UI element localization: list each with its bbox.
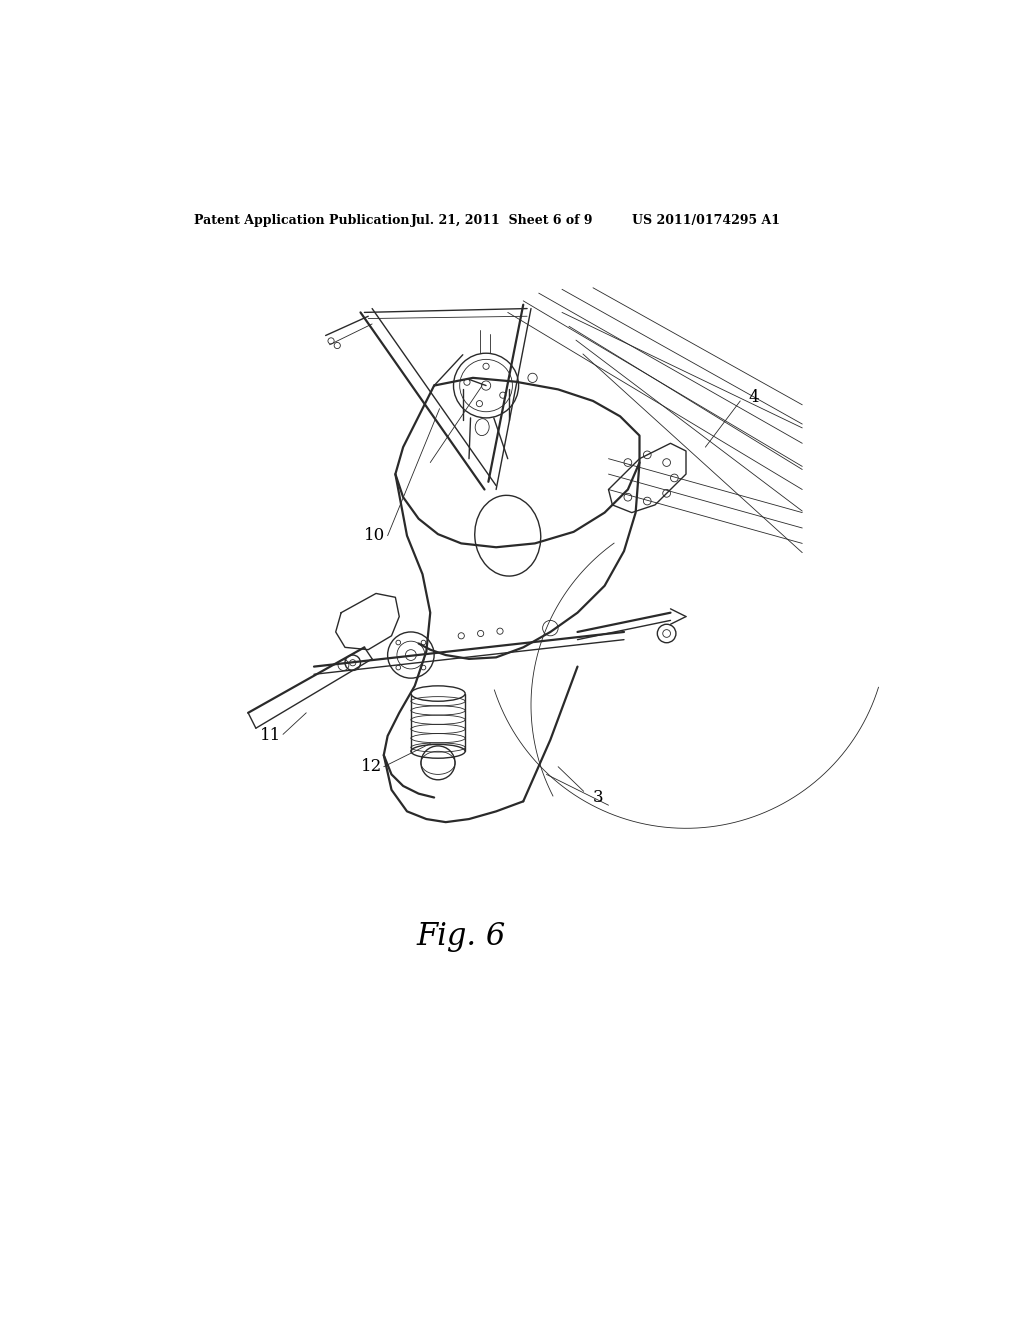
Text: 10: 10 bbox=[365, 527, 386, 544]
Text: Patent Application Publication: Patent Application Publication bbox=[194, 214, 410, 227]
Text: Jul. 21, 2011  Sheet 6 of 9: Jul. 21, 2011 Sheet 6 of 9 bbox=[411, 214, 593, 227]
Text: 11: 11 bbox=[260, 727, 281, 744]
Text: 3: 3 bbox=[593, 789, 603, 807]
Text: US 2011/0174295 A1: US 2011/0174295 A1 bbox=[632, 214, 779, 227]
Text: 4: 4 bbox=[748, 388, 759, 405]
Text: 12: 12 bbox=[360, 758, 382, 775]
Text: Fig. 6: Fig. 6 bbox=[417, 920, 506, 952]
